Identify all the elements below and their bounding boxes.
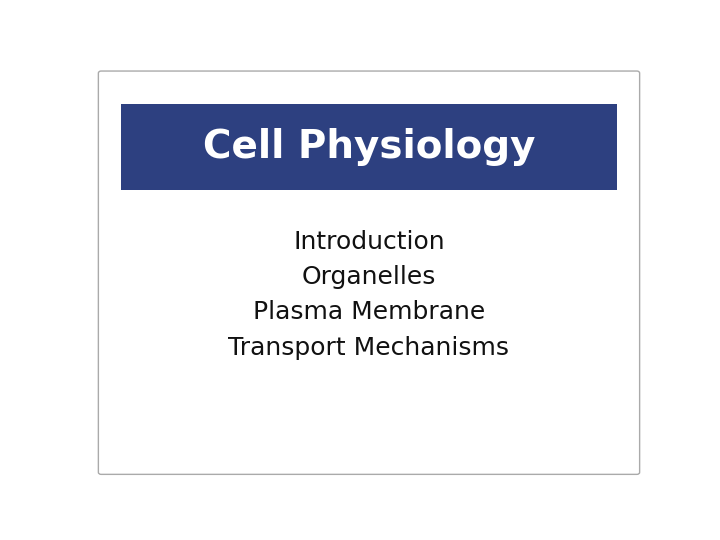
Text: Introduction: Introduction <box>293 230 445 253</box>
Bar <box>121 104 617 190</box>
Text: Organelles: Organelles <box>302 265 436 289</box>
Text: Plasma Membrane: Plasma Membrane <box>253 300 485 324</box>
Text: Transport Mechanisms: Transport Mechanisms <box>228 335 510 360</box>
Text: Cell Physiology: Cell Physiology <box>203 128 535 166</box>
FancyBboxPatch shape <box>99 71 639 474</box>
